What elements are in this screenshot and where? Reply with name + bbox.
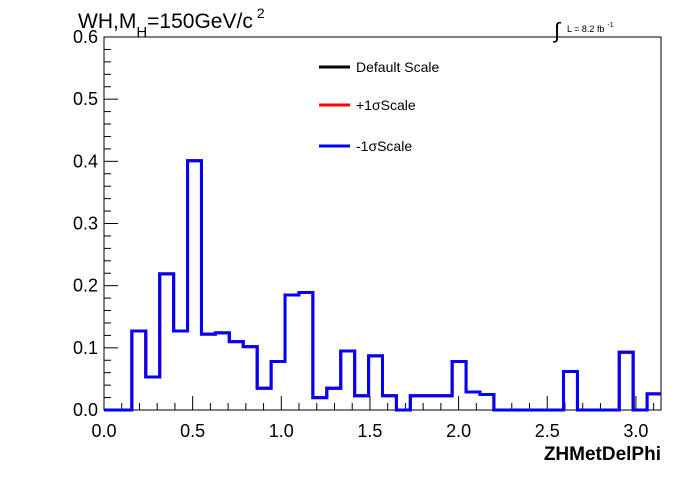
x-axis-title: ZHMetDelPhi [544, 444, 661, 465]
lumi-text: L = 8.2 fb [567, 24, 604, 34]
y-tick-label: 0.5 [73, 89, 98, 109]
x-axis-tick-labels: 0.0 0.5 1.0 1.5 2.0 2.5 3.0 [91, 421, 648, 441]
histogram-series [104, 159, 661, 412]
y-axis-ticks [104, 36, 118, 411]
y-tick-label: 0.2 [73, 276, 98, 296]
legend-label-default: Default Scale [356, 59, 439, 75]
y-axis-tick-labels: 0.0 0.1 0.2 0.3 0.4 0.5 0.6 [73, 27, 98, 420]
x-tick-label: 1.0 [269, 421, 294, 441]
legend-label-plus1sigma: +1σScale [356, 97, 416, 113]
title-subscript: H [136, 24, 147, 41]
series-minus1sigma-scale [104, 159, 661, 412]
y-tick-label: 0.6 [73, 27, 98, 47]
legend-label-minus1sigma: -1σScale [356, 138, 412, 154]
chart-title: WH,MH=150GeV/c 2 [78, 5, 265, 41]
x-tick-label: 0.5 [180, 421, 205, 441]
x-tick-label: 2.0 [446, 421, 471, 441]
title-prefix: WH,M [78, 10, 136, 33]
title-value: =150GeV/c [147, 10, 253, 33]
x-tick-label: 3.0 [623, 421, 648, 441]
x-tick-label: 0.0 [91, 421, 116, 441]
y-tick-label: 0.3 [73, 214, 98, 234]
x-tick-label: 1.5 [357, 421, 382, 441]
lumi-superscript: -1 [607, 22, 613, 29]
title-superscript: 2 [257, 5, 265, 21]
legend: Default Scale +1σScale -1σScale [319, 59, 439, 154]
x-tick-label: 2.5 [535, 421, 560, 441]
lumi-label: L = 8.2 fb -1 [567, 22, 614, 34]
x-axis-ticks [103, 396, 655, 410]
y-tick-label: 0.4 [73, 151, 98, 171]
lumi-integral-sign: ∫ [552, 18, 562, 43]
y-tick-label: 0.0 [73, 400, 98, 420]
y-tick-label: 0.1 [73, 338, 98, 358]
